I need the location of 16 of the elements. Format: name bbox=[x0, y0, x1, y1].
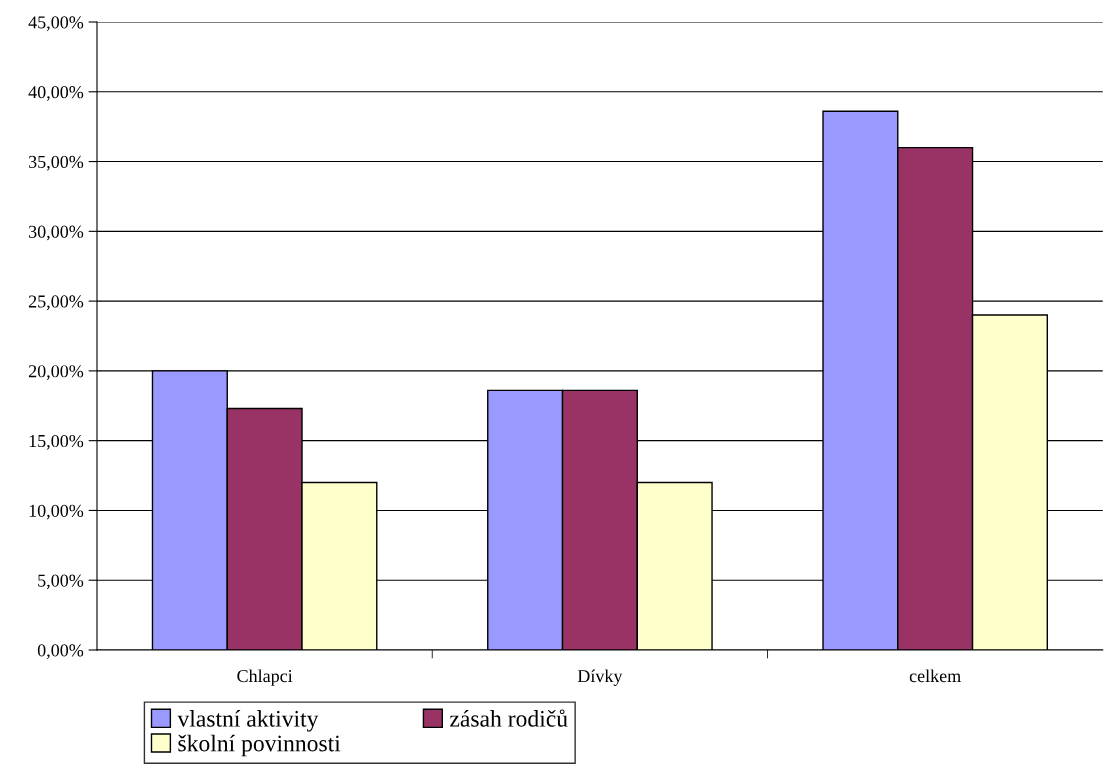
y-tick-label: 35,00% bbox=[29, 155, 84, 171]
x-tick-label: celkem bbox=[909, 669, 961, 683]
y-tick-label: 10,00% bbox=[29, 504, 84, 520]
y-tick-label: 0,00% bbox=[37, 644, 84, 660]
legend-label: zásah rodičů bbox=[450, 709, 568, 727]
y-tick-label: 30,00% bbox=[29, 225, 84, 241]
y-tick-label: 15,00% bbox=[29, 434, 84, 450]
legend-label: vlastní aktivity bbox=[177, 710, 319, 732]
y-tick-label: 45,00% bbox=[28, 16, 84, 32]
legend-label: školní povinnosti bbox=[178, 734, 341, 757]
y-tick-label: 25,00% bbox=[28, 295, 84, 311]
y-tick-label: 40,00% bbox=[28, 86, 84, 101]
x-tick-label: Dívky bbox=[577, 669, 623, 686]
y-tick-label: 20,00% bbox=[28, 365, 84, 380]
y-tick-label: 5,00% bbox=[38, 574, 84, 590]
x-tick-label: Chlapci bbox=[237, 669, 293, 686]
